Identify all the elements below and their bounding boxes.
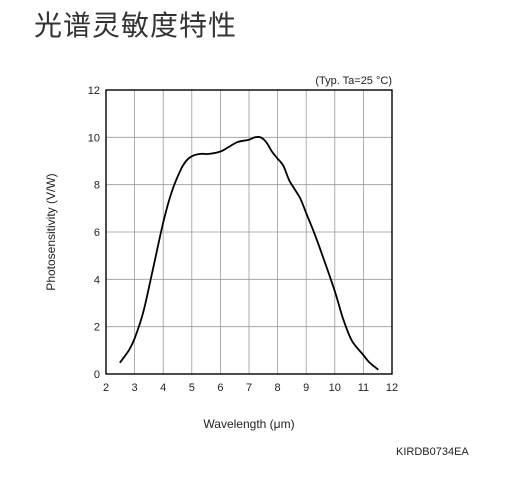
x-tick-label: 6 <box>217 382 223 394</box>
data-point <box>313 233 316 236</box>
y-tick-label: 10 <box>88 132 100 144</box>
y-tick-label: 12 <box>88 85 100 97</box>
x-tick-label: 5 <box>189 382 195 394</box>
data-point <box>170 190 173 193</box>
y-tick-label: 0 <box>94 369 100 381</box>
data-point <box>333 290 336 293</box>
x-tick-label: 12 <box>386 382 398 394</box>
data-point <box>150 273 153 276</box>
data-point <box>185 160 188 163</box>
x-tick-label: 10 <box>329 382 341 394</box>
data-point <box>127 349 130 352</box>
data-point <box>368 361 371 364</box>
page-title: 光谱灵敏度特性 <box>34 9 238 42</box>
y-tick-label: 2 <box>94 322 100 334</box>
x-tick-label: 7 <box>246 382 252 394</box>
data-point <box>179 169 182 172</box>
data-point <box>276 157 279 160</box>
data-point <box>288 178 291 181</box>
data-point <box>342 318 345 321</box>
y-tick-label: 4 <box>94 274 100 286</box>
x-tick-label: 2 <box>103 382 109 394</box>
x-tick-label: 4 <box>160 382 166 394</box>
y-tick-label: 8 <box>94 180 100 192</box>
condition-note: (Typ. Ta=25 °C) <box>315 75 392 87</box>
data-point <box>162 221 165 224</box>
y-tick-label: 6 <box>94 227 100 239</box>
data-point <box>142 311 145 314</box>
y-tick-labels: 0 2 4 6 8 10 12 <box>88 85 100 381</box>
data-point <box>376 368 379 371</box>
x-tick-label: 3 <box>132 382 138 394</box>
data-point <box>236 141 239 144</box>
x-axis-label: Wavelength (μm) <box>203 417 294 431</box>
x-tick-label: 9 <box>303 382 309 394</box>
data-point <box>248 138 251 141</box>
data-point <box>299 197 302 200</box>
data-point <box>265 141 268 144</box>
data-point <box>270 150 273 153</box>
data-point <box>219 150 222 153</box>
data-point <box>322 257 325 260</box>
series-line <box>119 135 379 371</box>
x-tick-label: 11 <box>358 382 369 394</box>
x-tick-label: 8 <box>275 382 281 394</box>
data-point <box>207 152 210 155</box>
data-point <box>293 188 296 191</box>
data-point <box>259 136 262 139</box>
data-point <box>190 155 193 158</box>
data-point <box>199 152 202 155</box>
data-point <box>350 339 353 342</box>
data-point <box>133 337 136 340</box>
x-tick-labels: 2 3 4 5 6 7 8 9 10 11 12 <box>103 382 398 394</box>
data-point <box>227 145 230 148</box>
y-axis-label: Photosensitivity (V/W) <box>44 173 58 290</box>
data-point <box>305 212 308 215</box>
data-point <box>119 361 122 364</box>
data-point <box>253 136 256 139</box>
plot-frame <box>105 89 393 375</box>
data-point <box>362 354 365 357</box>
grid-lines <box>106 90 392 374</box>
data-point <box>282 164 285 167</box>
document-code: KIRDB0734EA <box>396 446 469 458</box>
